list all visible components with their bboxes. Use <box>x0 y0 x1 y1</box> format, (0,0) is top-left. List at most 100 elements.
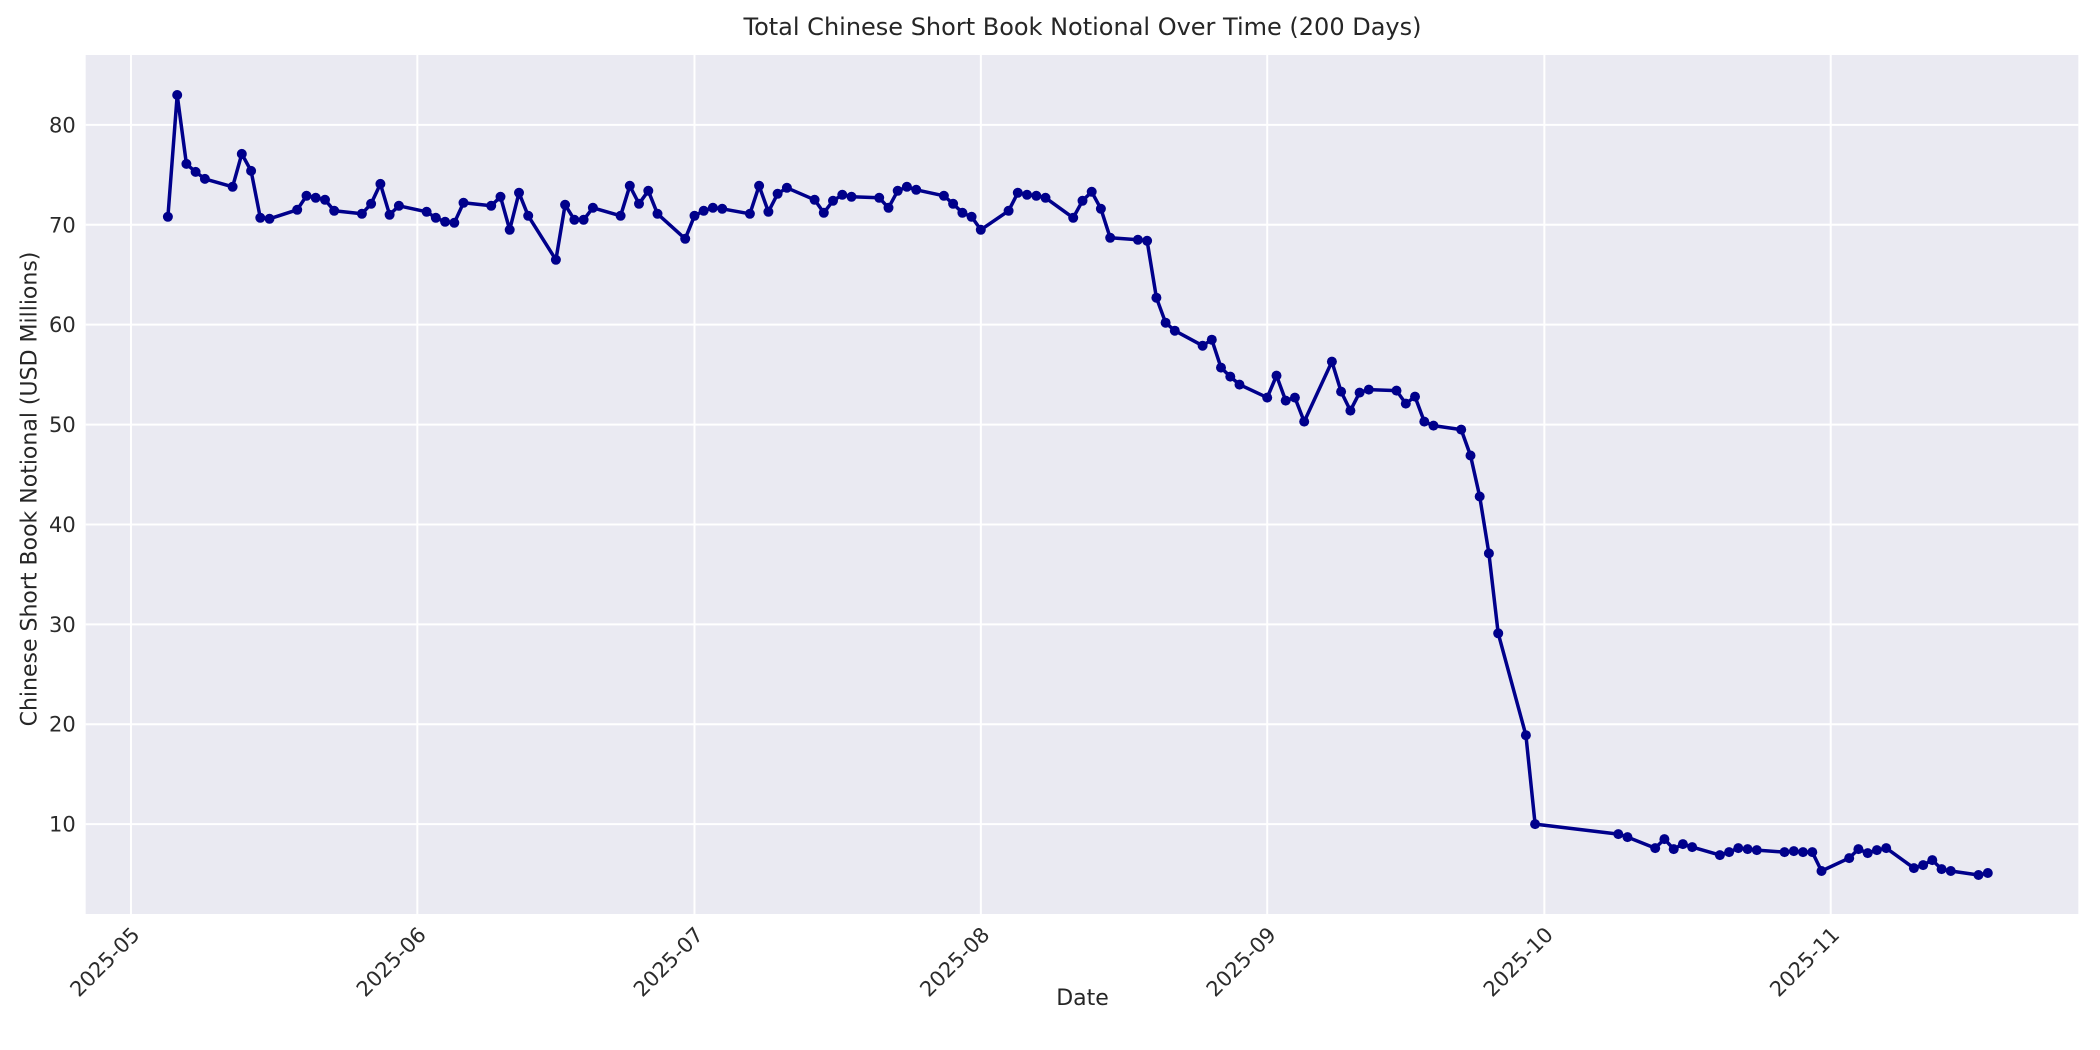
data-point-marker <box>162 211 173 222</box>
data-point-marker <box>1945 866 1956 876</box>
y-tick-label: 30 <box>49 613 76 637</box>
data-point-marker <box>957 207 968 218</box>
data-point-marker <box>523 210 534 221</box>
data-point-marker <box>1465 450 1476 461</box>
data-point-marker <box>1530 819 1541 830</box>
y-tick-label: 10 <box>49 813 76 837</box>
data-point-marker <box>1142 235 1153 246</box>
data-point-marker <box>1936 864 1947 875</box>
data-point-marker <box>1216 362 1226 373</box>
data-point-marker <box>301 190 312 201</box>
data-point-marker <box>698 205 709 216</box>
data-point-marker <box>1105 232 1116 243</box>
data-point-marker <box>1428 420 1439 431</box>
data-point-marker <box>1816 866 1827 876</box>
data-point-marker <box>320 194 330 205</box>
data-point-marker <box>246 165 257 176</box>
data-point-marker <box>948 198 959 209</box>
chart-title: Total Chinese Short Book Notional Over T… <box>743 13 1422 41</box>
data-point-marker <box>1040 192 1051 203</box>
data-point-marker <box>1982 868 1993 878</box>
data-point-marker <box>763 206 774 217</box>
data-point-marker <box>1871 845 1882 856</box>
data-point-marker <box>772 188 783 199</box>
data-point-marker <box>1132 234 1143 245</box>
data-point-marker <box>1733 843 1744 854</box>
data-point-marker <box>495 191 506 202</box>
y-tick-label: 70 <box>49 213 76 237</box>
data-point-marker <box>550 254 561 265</box>
data-point-marker <box>440 216 451 227</box>
data-point-marker <box>1668 844 1679 855</box>
data-point-marker <box>1844 853 1855 864</box>
data-point-marker <box>1031 190 1042 201</box>
data-point-marker <box>837 189 848 200</box>
data-point-marker <box>375 178 386 189</box>
data-point-marker <box>1225 371 1236 382</box>
data-point-marker <box>1354 387 1365 398</box>
data-point-marker <box>781 182 792 193</box>
data-point-marker <box>1788 846 1799 857</box>
data-point-marker <box>652 208 663 219</box>
data-point-marker <box>1197 340 1208 351</box>
data-point-marker <box>199 173 210 184</box>
data-point-marker <box>458 197 469 208</box>
data-point-marker <box>883 202 894 213</box>
data-point-marker <box>1022 189 1032 200</box>
data-point-marker <box>707 202 718 213</box>
data-point-marker <box>643 185 654 196</box>
data-point-marker <box>1299 416 1310 427</box>
y-tick-label: 40 <box>49 513 76 537</box>
data-point-marker <box>1345 405 1356 416</box>
data-point-marker <box>1677 839 1688 850</box>
data-point-marker <box>818 207 829 218</box>
data-point-marker <box>1862 848 1873 859</box>
data-point-marker <box>356 208 367 219</box>
data-point-marker <box>1520 730 1531 741</box>
data-point-marker <box>1613 829 1624 840</box>
data-point-marker <box>486 200 497 211</box>
data-point-marker <box>1742 844 1753 855</box>
data-point-marker <box>190 166 201 177</box>
data-point-marker <box>569 214 580 225</box>
data-point-marker <box>1779 847 1790 858</box>
data-point-marker <box>828 195 838 206</box>
data-point-marker <box>1363 384 1374 395</box>
x-axis-label: Date <box>1056 986 1109 1011</box>
data-point-marker <box>1151 292 1162 303</box>
data-point-marker <box>754 180 765 191</box>
data-point-marker <box>966 211 977 222</box>
data-point-marker <box>1807 847 1818 858</box>
data-point-marker <box>1086 186 1097 197</box>
data-point-marker <box>1012 187 1023 198</box>
data-point-marker <box>1160 317 1171 328</box>
data-point-marker <box>1326 356 1337 367</box>
data-point-marker <box>1234 379 1245 390</box>
data-point-marker <box>680 233 691 244</box>
data-point-marker <box>846 191 857 202</box>
data-point-marker <box>1622 832 1633 843</box>
data-point-marker <box>1751 845 1762 856</box>
data-point-marker <box>310 192 321 203</box>
data-point-marker <box>1410 391 1420 402</box>
data-point-marker <box>624 180 635 191</box>
data-point-marker <box>809 194 820 205</box>
data-point-marker <box>1262 392 1273 403</box>
y-tick-label: 20 <box>49 713 76 737</box>
data-point-marker <box>634 198 644 209</box>
data-point-marker <box>615 210 626 221</box>
data-point-marker <box>1927 855 1938 866</box>
data-point-marker <box>1687 842 1698 853</box>
data-point-marker <box>514 187 524 198</box>
data-point-marker <box>587 202 598 213</box>
y-axis-label: Chinese Short Book Notional (USD Million… <box>17 251 43 727</box>
data-point-marker <box>689 210 700 221</box>
data-point-marker <box>1095 203 1106 214</box>
data-point-marker <box>172 90 183 100</box>
data-point-marker <box>1474 491 1485 502</box>
data-point-marker <box>1973 870 1984 880</box>
data-point-marker <box>1908 863 1919 874</box>
data-point-marker <box>1391 385 1402 396</box>
